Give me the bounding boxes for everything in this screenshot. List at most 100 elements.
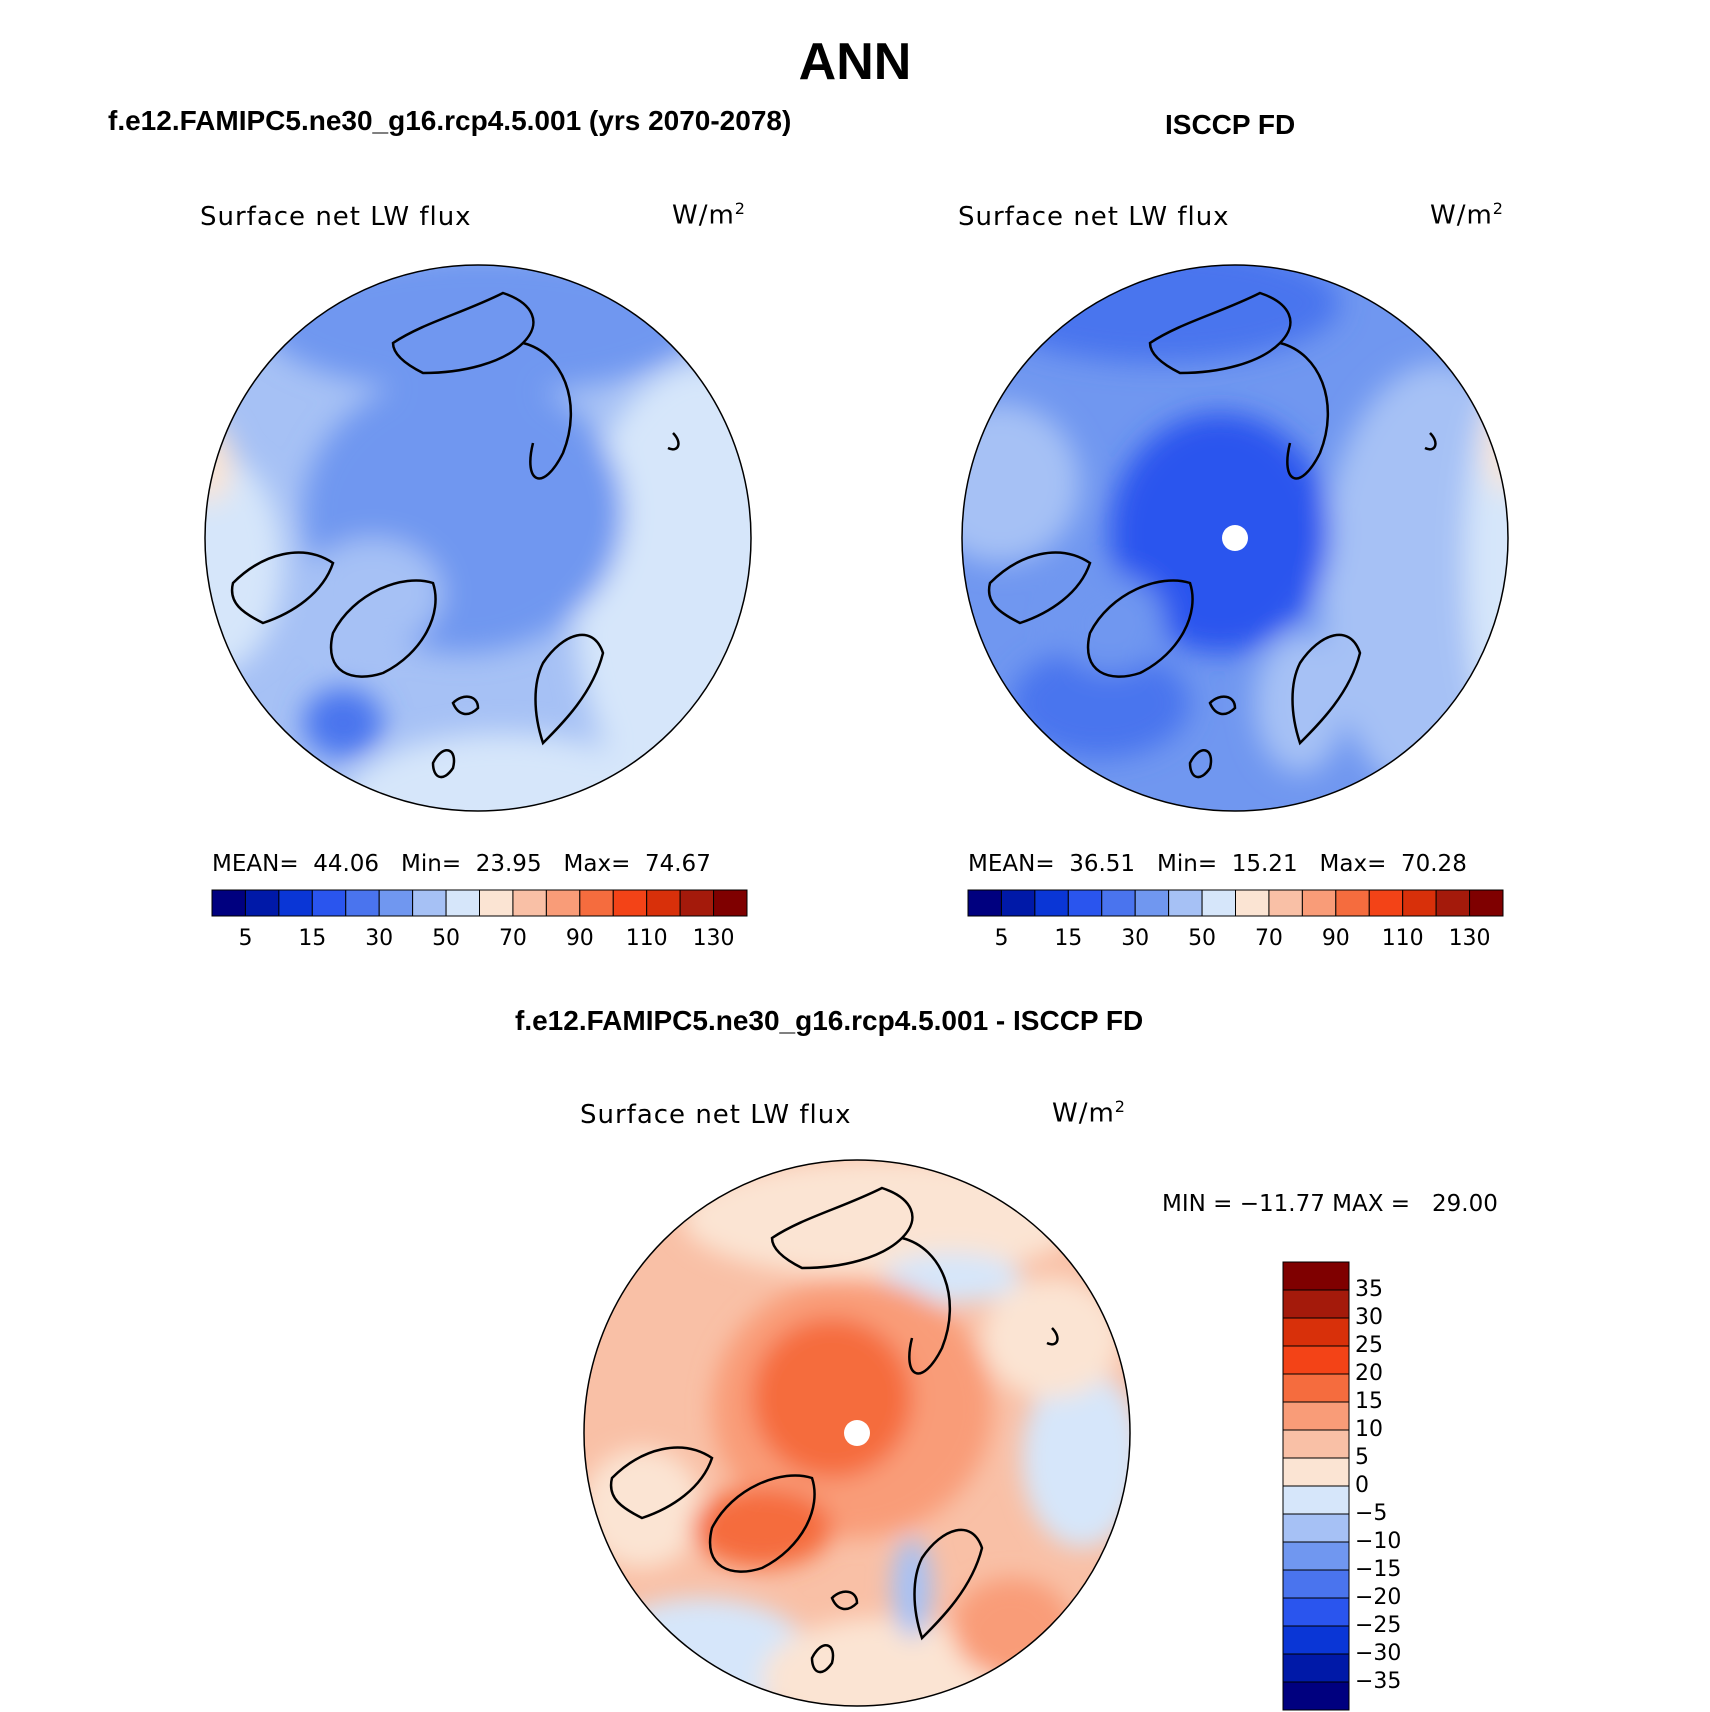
colorbar-tick-label: −20 [1355, 1585, 1402, 1610]
colorbar-swatch [1335, 889, 1370, 917]
colorbar-swatch [1134, 889, 1170, 917]
panel-2-coastlines [987, 291, 1437, 779]
panel-2-pole-mask [1222, 525, 1248, 551]
panel-2-west-light-region [962, 403, 1080, 563]
colorbar-tick-label: −30 [1355, 1641, 1402, 1666]
colorbar-tick-label: 0 [1355, 1473, 1369, 1498]
panel-2-map-border [961, 264, 1509, 812]
panel-2-title: ISCCP FD [1165, 109, 1296, 140]
panel-3-variable-label: Surface net LW flux [580, 1100, 852, 1130]
colorbar-swatch [1235, 889, 1270, 917]
colorbar-swatch [1282, 1373, 1350, 1403]
colorbar-swatch [1268, 889, 1303, 917]
panel-3-east-pale-region [982, 1278, 1122, 1398]
colorbar-tick-label: 30 [1355, 1305, 1383, 1330]
panel-1-colorbar-labels: 5 15 30 50 70 90 110 130 [212, 926, 747, 956]
panel-1-units-label: W/m2 [672, 199, 746, 231]
panel-2-colorbar [967, 889, 1504, 917]
colorbar-swatch [345, 889, 380, 917]
panel-1-west-light-region [205, 453, 283, 673]
colorbar-swatch [1168, 889, 1203, 917]
panel-1-map-border [204, 264, 752, 812]
colorbar-tick-label: 15 [1355, 1389, 1383, 1414]
colorbar-tick-label: −25 [1355, 1613, 1402, 1638]
panel-2-east-light-region [1320, 363, 1508, 803]
colorbar-swatch [1282, 1681, 1350, 1711]
panel-3-colorbar-labels: 35 30 25 20 15 10 5 0 −5 −10 −15 −20 −25 −30 −35 [1355, 1262, 1435, 1710]
colorbar-tick-label: 20 [1355, 1361, 1383, 1386]
panel-1-stats: MEAN= 44.06 Min= 23.95 Max= 74.67 [212, 851, 711, 877]
colorbar-tick-label: 130 [1448, 926, 1491, 951]
colorbar-tick-label: 25 [1355, 1333, 1383, 1358]
colorbar-tick-label: 15 [1054, 926, 1083, 951]
colorbar-swatch [612, 889, 648, 917]
colorbar-tick-label: 130 [692, 926, 735, 951]
panel-3-scandinavia-cool-region [892, 1538, 932, 1638]
panel-3-coastlines [609, 1186, 1059, 1674]
colorbar-swatch [479, 889, 514, 917]
colorbar-swatch [1282, 1597, 1350, 1627]
panel-3-east-cool-region [1022, 1368, 1130, 1548]
panel-3-units-label: W/m2 [1052, 1097, 1126, 1129]
colorbar-tick-label: 90 [1321, 926, 1350, 951]
colorbar-tick-label: 110 [1381, 926, 1424, 951]
colorbar-swatch [1034, 889, 1069, 917]
colorbar-swatch [1402, 889, 1437, 917]
colorbar-swatch [244, 889, 280, 917]
panel-3-southeast-warm-region [952, 1578, 1072, 1678]
panel-3-north-pale-region [682, 1160, 1082, 1278]
colorbar-swatch [1469, 889, 1504, 917]
panel-3-title: f.e12.FAMIPC5.ne30_g16.rcp4.5.001 - ISCC… [515, 1005, 1144, 1036]
panel-3-stats: MIN = −11.77 MAX = 29.00 [1162, 1191, 1498, 1217]
colorbar-swatch [1282, 1485, 1350, 1515]
panel-2-polar-map [961, 264, 1509, 812]
panel-1-title: f.e12.FAMIPC5.ne30_g16.rcp4.5.001 (yrs 2… [108, 105, 792, 136]
colorbar-swatch [1282, 1261, 1350, 1291]
colorbar-tick-label: 5 [1355, 1445, 1369, 1470]
colorbar-tick-label: 15 [298, 926, 327, 951]
colorbar-tick-label: 30 [365, 926, 394, 951]
panel-2-units-label: W/m2 [1430, 199, 1504, 231]
panel-3-polar-map [583, 1159, 1131, 1707]
panel-3-map-border [583, 1159, 1131, 1707]
colorbar-tick-label: 90 [565, 926, 594, 951]
panel-3-pole-hot-region [752, 1318, 912, 1478]
colorbar-swatch [1282, 1569, 1350, 1599]
colorbar-swatch [1201, 889, 1236, 917]
colorbar-swatch [412, 889, 447, 917]
colorbar-swatch [278, 889, 313, 917]
colorbar-tick-label: 50 [432, 926, 461, 951]
panel-1-warm-east [733, 653, 751, 753]
panel-1-polar-map [204, 264, 752, 812]
panel-2-stats: MEAN= 36.51 Min= 15.21 Max= 70.28 [968, 851, 1467, 877]
colorbar-swatch [1282, 1653, 1350, 1683]
colorbar-swatch [713, 889, 748, 917]
panel-2-atlantic-low [1010, 648, 1190, 758]
panel-2-far-east-region [1465, 383, 1508, 743]
colorbar-tick-label: 70 [498, 926, 527, 951]
panel-3-west-pale-region [584, 1448, 702, 1568]
panel-1-coastlines [230, 291, 680, 779]
colorbar-swatch [1282, 1513, 1350, 1543]
panel-1-colorbar [211, 889, 748, 917]
colorbar-swatch [1435, 889, 1471, 917]
colorbar-tick-label: 50 [1188, 926, 1217, 951]
colorbar-swatch [1282, 1345, 1350, 1375]
colorbar-swatch [1282, 1289, 1350, 1319]
colorbar-tick-label: −5 [1355, 1501, 1388, 1526]
panel-3-northeast-cool-patch [882, 1253, 1022, 1303]
colorbar-tick-label: −35 [1355, 1669, 1402, 1694]
panel-3-south-pale-region [762, 1618, 1002, 1706]
colorbar-tick-label: 110 [625, 926, 668, 951]
colorbar-swatch [1282, 1401, 1350, 1431]
colorbar-tick-label: −15 [1355, 1557, 1402, 1582]
colorbar-swatch [211, 889, 246, 917]
colorbar-swatch [1282, 1625, 1350, 1655]
panel-2-scandinavia-region [1255, 633, 1345, 773]
colorbar-swatch [1000, 889, 1036, 917]
colorbar-swatch [545, 889, 581, 917]
colorbar-swatch [1282, 1429, 1350, 1459]
colorbar-swatch [967, 889, 1002, 917]
panel-1-north-region [263, 265, 703, 393]
panel-1-atlantic-low [303, 688, 383, 758]
